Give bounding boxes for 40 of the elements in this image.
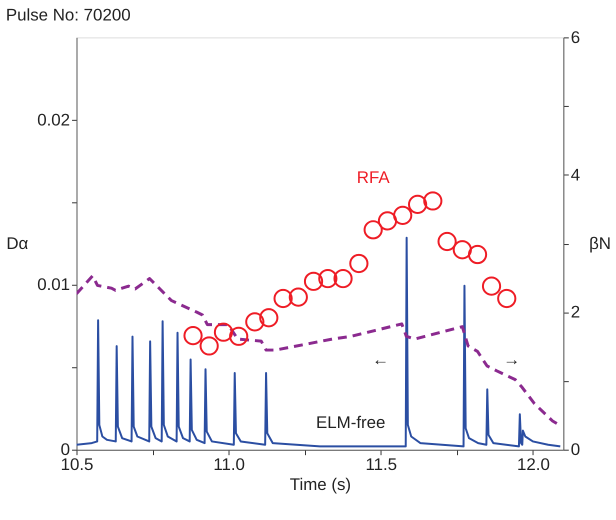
point <box>378 211 398 230</box>
y-tick-label: 0.02 <box>37 110 70 130</box>
point <box>214 322 234 342</box>
point <box>183 326 203 346</box>
x-axis-title: Time (s) <box>290 474 352 494</box>
annotation: → <box>503 350 520 370</box>
line-series <box>76 236 562 448</box>
point <box>393 206 412 225</box>
y-tick-label: 0.01 <box>37 275 70 294</box>
point <box>423 191 442 211</box>
x-tick-label: 11.0 <box>213 455 245 474</box>
point <box>468 244 488 264</box>
point <box>349 254 368 274</box>
point <box>229 326 248 346</box>
point <box>333 269 353 288</box>
series-label: RFA <box>356 168 390 188</box>
point <box>482 276 502 296</box>
y-axis-title: Dα <box>6 234 29 254</box>
point <box>364 220 383 240</box>
point <box>304 272 324 291</box>
x-tick-label: 12.0 <box>516 455 550 474</box>
point <box>452 240 472 260</box>
point <box>497 288 516 308</box>
y2-tick-label: 4 <box>570 165 580 184</box>
point <box>438 232 457 252</box>
point <box>259 308 278 328</box>
point <box>288 288 308 307</box>
point <box>245 312 264 332</box>
annotation: ← <box>372 350 389 370</box>
point <box>318 269 338 288</box>
point <box>200 336 219 356</box>
annotation: ELM-free <box>316 412 386 432</box>
y2-tick-label: 6 <box>570 28 580 47</box>
point <box>274 288 293 308</box>
y2-tick-label: 0 <box>570 440 580 460</box>
y2-tick-label: 2 <box>570 302 580 322</box>
x-tick-label: 11.5 <box>365 455 398 474</box>
point <box>408 194 428 214</box>
y2-axis-title: βN <box>589 234 612 254</box>
chart-title: Pulse No: 70200 <box>6 5 131 24</box>
